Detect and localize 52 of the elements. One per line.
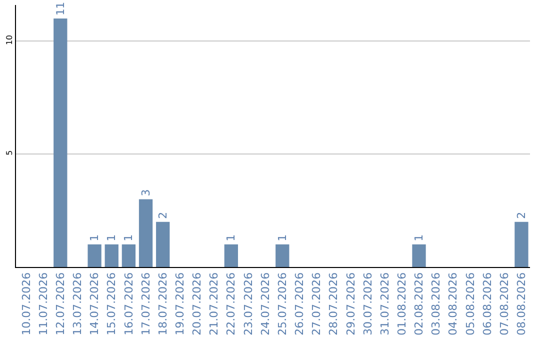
bar: [412, 244, 426, 267]
x-tick-label: 29.07.2026: [344, 272, 358, 336]
bar: [514, 222, 528, 267]
bar: [224, 244, 238, 267]
bar: [104, 244, 118, 267]
x-tick-label: 30.07.2026: [361, 272, 374, 336]
x-tick-label: 18.07.2026: [156, 272, 170, 336]
x-tick-label: 15.07.2026: [105, 272, 118, 336]
data-label: 2: [514, 212, 528, 219]
y-tick-label: 5: [4, 150, 14, 156]
bar: [88, 244, 102, 267]
x-tick-label: 25.07.2026: [276, 272, 289, 336]
x-tick-label: 14.07.2026: [88, 272, 102, 336]
x-tick-label: 21.07.2026: [208, 272, 221, 336]
bar: [122, 244, 136, 267]
x-tick-label: 26.07.2026: [293, 272, 306, 336]
bar: [276, 244, 290, 267]
x-tick-label: 17.07.2026: [139, 272, 152, 336]
data-label: 1: [105, 234, 118, 242]
x-tick-label: 24.07.2026: [258, 272, 272, 336]
y-tick-label: 10: [4, 34, 14, 46]
bar: [54, 18, 68, 267]
bar: [138, 199, 153, 267]
data-label: 1: [88, 234, 102, 242]
x-tick-label: 19.07.2026: [174, 272, 187, 336]
x-tick-label: 27.07.2026: [310, 272, 324, 336]
x-tick-label: 03.08.2026: [430, 272, 443, 336]
x-tick-label: 01.08.2026: [396, 272, 409, 336]
data-label: 1: [276, 234, 289, 242]
data-label: 1: [122, 234, 136, 242]
x-tick-label: 07.08.2026: [498, 272, 511, 336]
data-label: 2: [156, 212, 170, 219]
x-tick-label: 16.07.2026: [122, 272, 136, 336]
x-tick-label: 02.08.2026: [412, 272, 426, 336]
x-tick-label: 05.08.2026: [464, 272, 477, 336]
data-label: 1: [224, 234, 238, 242]
x-tick-label: 08.08.2026: [515, 272, 528, 336]
data-label: 11: [54, 2, 67, 16]
x-tick-label: 20.07.2026: [190, 272, 204, 336]
x-tick-label: 28.07.2026: [327, 272, 340, 336]
x-tick-label: 12.07.2026: [54, 272, 67, 336]
x-tick-label: 22.07.2026: [224, 272, 238, 336]
x-tick-label: 04.08.2026: [446, 272, 460, 336]
x-tick-label: 13.07.2026: [71, 272, 84, 336]
x-tick-label: 23.07.2026: [242, 272, 255, 336]
x-tick-label: 31.07.2026: [378, 272, 392, 336]
x-tick-label: 11.07.2026: [36, 272, 50, 336]
bar: [156, 222, 170, 267]
x-tick-label: 06.08.2026: [480, 272, 494, 336]
data-label: 1: [412, 234, 426, 242]
data-label: 3: [139, 189, 152, 196]
x-tick-label: 10.07.2026: [20, 272, 33, 336]
